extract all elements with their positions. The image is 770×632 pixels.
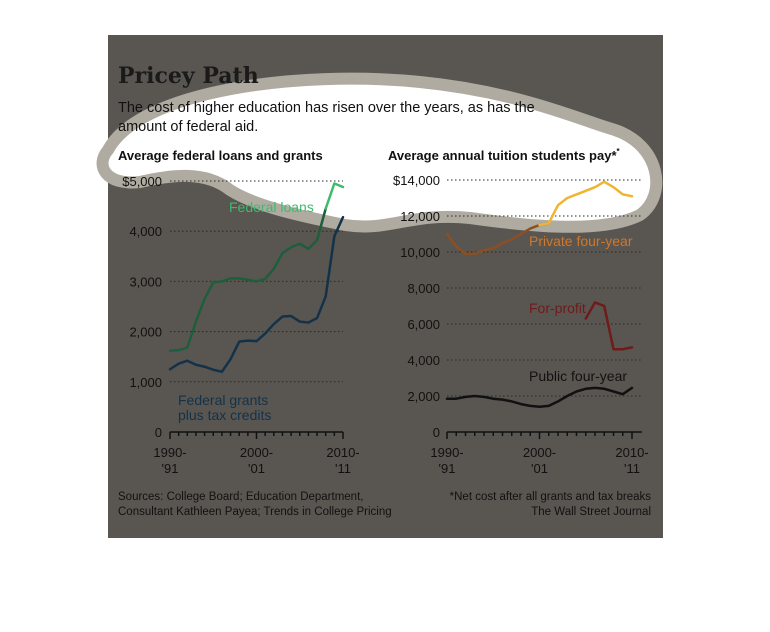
right-ytick-label: 6,000 (407, 317, 440, 332)
left-panel-title: Average federal loans and grants (118, 148, 323, 163)
right-xtick-label: '01 (531, 461, 548, 476)
right-xtick-label: 1990- (430, 445, 463, 460)
chart-subtitle-line2: amount of federal aid. (118, 119, 258, 135)
federal-loans-line-highlighted (324, 182, 345, 210)
right-panel: 0 2,000 4,000 6,000 8,000 10,000 12,000 $14,000… (393, 173, 649, 476)
federal-grants-label-line2: plus tax credits (178, 407, 271, 423)
left-ytick-label: 2,000 (129, 325, 162, 340)
title-asterisk: * (617, 147, 621, 156)
left-xtick-label: 2000- (240, 445, 273, 460)
left-panel: 0 1,000 2,000 3,000 4,000 $5,000 1990-'91 2000-… (122, 174, 359, 476)
right-ytick-label: $14,000 (393, 173, 440, 188)
left-xtick-label: '11 (335, 461, 351, 476)
right-ytick-label: 0 (433, 425, 440, 440)
left-ytick-label: 1,000 (129, 375, 162, 390)
right-ytick-label: 8,000 (407, 281, 440, 296)
right-ytick-label: 2,000 (407, 389, 440, 404)
chart-title: Pricey Path (118, 63, 259, 89)
source-line2: Consultant Kathleen Payea; Trends in Col… (118, 506, 392, 518)
left-ytick-label: $5,000 (122, 174, 162, 189)
federal-loans-label: Federal loans (229, 199, 314, 215)
right-panel-title-text: Average annual tuition students pay* (388, 148, 617, 163)
chart-subtitle-line1: The cost of higher education has risen o… (118, 100, 535, 116)
right-panel-title: Average annual tuition students pay** (388, 147, 621, 163)
private-four-year-line-highlighted (538, 180, 634, 227)
left-ytick-label: 3,000 (129, 274, 162, 289)
left-xtick-label: 1990- (153, 445, 186, 460)
public-four-year-label: Public four-year (529, 368, 627, 384)
publisher: The Wall Street Journal (531, 506, 651, 518)
public-four-year-line (445, 386, 634, 409)
footnote: *Net cost after all grants and tax break… (450, 491, 652, 503)
private-four-year-line (445, 221, 550, 256)
federal-grants-line (168, 215, 345, 374)
right-xtick-label: '11 (624, 461, 640, 476)
private-four-year-label: Private four-year (529, 233, 633, 249)
left-xtick-label: 2010- (326, 445, 359, 460)
federal-loans-line (168, 207, 327, 352)
left-ytick-label: 4,000 (129, 224, 162, 239)
right-xtick-label: 2000- (523, 445, 556, 460)
left-xtick-label: '91 (162, 461, 179, 476)
right-xtick-label: 2010- (615, 445, 648, 460)
right-ytick-label: 10,000 (400, 245, 440, 260)
source-line1: Sources: College Board; Education Depart… (118, 491, 363, 503)
for-profit-line (584, 301, 634, 351)
left-ytick-label: 0 (155, 425, 162, 440)
right-ytick-label: 12,000 (400, 209, 440, 224)
federal-grants-label-line1: Federal grants (178, 392, 268, 408)
highlight-loop (96, 72, 663, 233)
right-xtick-label: '91 (439, 461, 456, 476)
left-xtick-label: '01 (248, 461, 265, 476)
right-ytick-label: 4,000 (407, 353, 440, 368)
for-profit-label: For-profit (529, 300, 586, 316)
